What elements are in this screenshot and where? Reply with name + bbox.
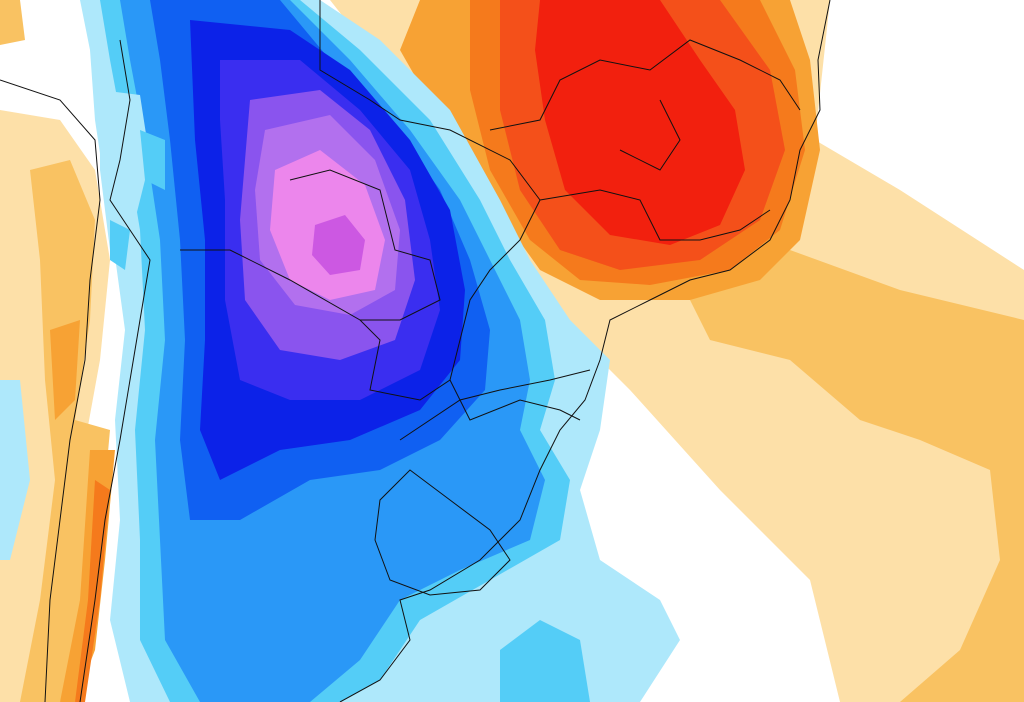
contour-andes-orange-dark — [75, 480, 110, 702]
coastline-west — [0, 79, 101, 702]
border-bolivia-paraguay — [180, 0, 541, 401]
country-borders — [0, 0, 831, 702]
contour-red — [535, 0, 745, 245]
coastline-east — [339, 0, 831, 702]
contour-cyan-bottom — [500, 620, 590, 702]
border-brazil-states — [489, 39, 801, 241]
contour-tan-left-edge — [0, 0, 25, 45]
border-uruguay — [374, 469, 511, 596]
border-argentina-brazil — [399, 369, 591, 441]
andes-border — [79, 39, 151, 702]
contour-andes-cyan-light — [0, 90, 150, 560]
contour-tan — [690, 250, 1024, 702]
cold-anomaly-layers — [0, 0, 680, 702]
contour-magenta — [312, 215, 365, 275]
border-paraguay — [289, 169, 441, 321]
contour-andes-cyan — [110, 130, 165, 270]
